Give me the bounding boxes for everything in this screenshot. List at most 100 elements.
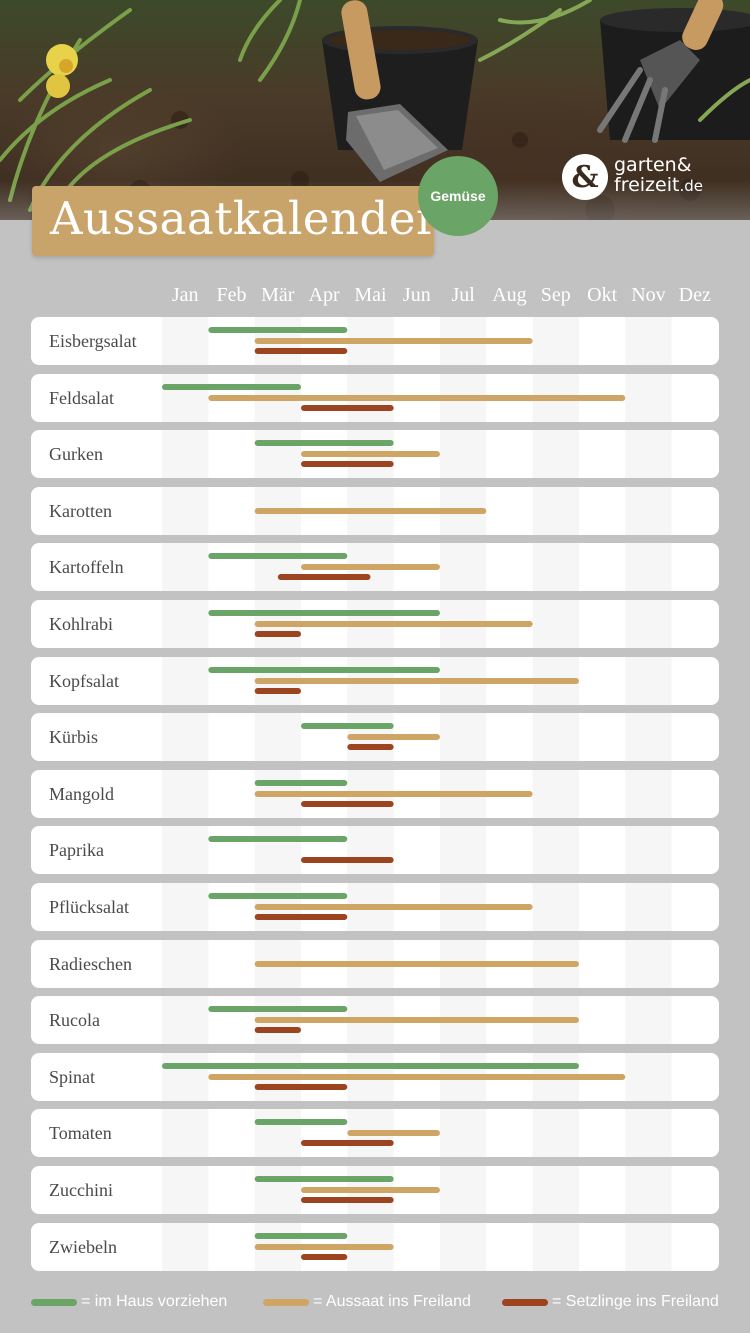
month-column-shade xyxy=(625,543,672,592)
calendar-row: Karotten xyxy=(31,486,719,535)
bar-freiland xyxy=(254,677,579,684)
bar-setzlinge xyxy=(300,404,394,411)
bar-vorziehen xyxy=(208,553,348,560)
month-column-shade xyxy=(162,430,209,479)
bar-vorziehen xyxy=(300,723,394,730)
calendar-row: Zucchini xyxy=(31,1166,719,1214)
brand-logo[interactable]: & garten& freizeit.de xyxy=(562,152,732,202)
row-label: Kartoffeln xyxy=(49,557,124,578)
row-chart xyxy=(162,486,672,535)
month-column-shade xyxy=(532,769,579,818)
month-column-shade xyxy=(625,769,672,818)
month-column-shade xyxy=(162,826,209,875)
calendar-row: Zwiebeln xyxy=(31,1222,719,1271)
category-badge: Gemüse xyxy=(418,156,498,236)
calendar-row: Kopfsalat xyxy=(31,656,719,705)
bar-freiland xyxy=(254,904,533,910)
month-column-shade xyxy=(162,939,209,988)
row-label: Spinat xyxy=(49,1066,96,1087)
row-chart xyxy=(162,1222,672,1271)
row-label: Kürbis xyxy=(49,727,98,748)
month-header: Jan Feb Mär Apr Mai Jun Jul Aug Sep Okt Nov Dez xyxy=(0,284,750,310)
month-column-shade xyxy=(532,1166,579,1214)
month-label-3: Apr xyxy=(308,284,340,306)
month-column-shade xyxy=(162,373,209,422)
bar-setzlinge xyxy=(300,1140,394,1147)
month-column-shade xyxy=(532,883,579,931)
bar-freiland xyxy=(347,1130,440,1137)
month-column-shade xyxy=(162,1222,209,1271)
month-column-shade xyxy=(162,317,209,365)
daffodil-flower xyxy=(46,44,78,98)
month-column-shade xyxy=(625,486,672,535)
month-column-shade xyxy=(254,543,301,592)
logo-line-2: freizeit.de xyxy=(614,174,703,196)
bar-setzlinge xyxy=(254,631,301,637)
month-label-11: Dez xyxy=(678,284,711,306)
month-column-shade xyxy=(162,996,209,1045)
garden-fork-tool xyxy=(597,0,724,143)
month-column-shade xyxy=(162,543,209,592)
bar-freiland xyxy=(254,960,579,967)
row-label: Kopfsalat xyxy=(49,670,119,691)
calendar-row: Kartoffeln xyxy=(31,543,719,592)
month-column-shade xyxy=(625,1052,672,1101)
month-column-shade xyxy=(254,826,301,875)
bar-freiland xyxy=(254,1243,394,1250)
row-chart xyxy=(162,939,672,988)
month-column-shade xyxy=(439,1166,487,1214)
month-label-5: Jun xyxy=(402,284,431,306)
row-label: Karotten xyxy=(49,500,112,521)
bar-setzlinge xyxy=(300,461,394,468)
month-column-shade xyxy=(162,1109,209,1158)
legend-label-freiland: = Aussaat ins Freiland xyxy=(313,1293,471,1310)
month-column-shade xyxy=(254,1166,301,1214)
logo-tld: .de xyxy=(679,177,703,195)
legend-swatch-freiland xyxy=(263,1299,309,1306)
bar-vorziehen xyxy=(208,893,348,899)
month-label-10: Nov xyxy=(631,284,666,306)
calendar-row: Rucola xyxy=(31,996,719,1045)
bar-freiland xyxy=(208,1073,626,1080)
month-column-shade xyxy=(532,1222,579,1271)
row-chart xyxy=(162,373,672,422)
trowel-tool xyxy=(341,0,448,182)
row-chart xyxy=(162,883,672,931)
logo-line-1: garten& xyxy=(614,154,692,176)
month-column-shade xyxy=(532,430,579,479)
legend-label-setzlinge: = Setzlinge ins Freiland xyxy=(552,1293,719,1310)
month-label-0: Jan xyxy=(171,284,199,306)
month-column-shade xyxy=(625,826,672,875)
bar-freiland xyxy=(254,621,533,627)
month-column-shade xyxy=(625,656,672,705)
legend-label-vorziehen: = im Haus vorziehen xyxy=(81,1293,228,1310)
month-column-shade xyxy=(532,1109,579,1158)
calendar-row: Gurken xyxy=(31,430,719,479)
month-column-shade xyxy=(254,713,301,762)
row-label: Mangold xyxy=(49,783,114,804)
bar-vorziehen xyxy=(254,440,394,447)
bar-setzlinge xyxy=(300,1197,394,1203)
month-column-shade xyxy=(254,1109,301,1158)
bar-setzlinge xyxy=(254,1083,348,1090)
row-chart xyxy=(162,317,672,365)
bar-vorziehen xyxy=(254,1232,348,1239)
row-chart xyxy=(162,1052,672,1101)
bar-setzlinge xyxy=(300,1253,348,1260)
row-chart xyxy=(162,769,672,818)
month-column-shade xyxy=(625,996,672,1045)
legend-swatch-vorziehen xyxy=(31,1299,77,1306)
bar-vorziehen xyxy=(208,1006,348,1013)
grass-right xyxy=(478,0,750,122)
row-chart xyxy=(162,430,672,479)
month-column-shade xyxy=(162,600,209,648)
month-column-shade xyxy=(439,1109,487,1158)
bar-vorziehen xyxy=(162,383,301,390)
bar-freiland xyxy=(254,507,487,514)
row-chart xyxy=(162,600,672,648)
month-column-shade xyxy=(532,713,579,762)
row-chart xyxy=(162,996,672,1045)
month-column-shade xyxy=(162,713,209,762)
month-label-9: Okt xyxy=(587,284,618,306)
title-banner: Aussaatkalender xyxy=(32,186,437,256)
